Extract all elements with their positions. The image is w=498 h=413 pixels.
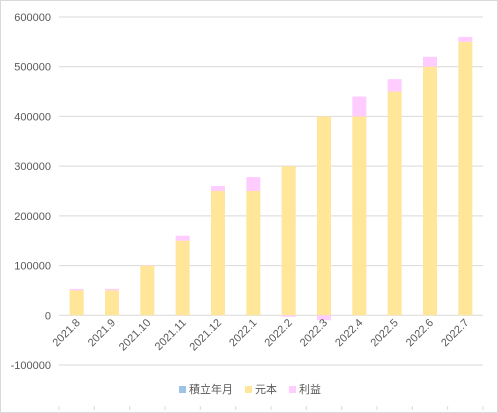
bar-segment xyxy=(423,66,437,316)
bar-segment xyxy=(458,41,473,316)
bar-segment xyxy=(281,315,296,317)
bar-segment xyxy=(105,290,119,316)
legend-swatch xyxy=(289,386,296,393)
legend: 積立年月 元本 利益 xyxy=(179,382,321,396)
legend-label: 元本 xyxy=(255,382,277,396)
gridlines xyxy=(58,16,484,410)
bar-segment xyxy=(105,288,119,291)
y-tick-label: 400000 xyxy=(14,111,51,123)
bar-segment xyxy=(140,265,155,316)
y-tick-label: 600000 xyxy=(14,12,51,24)
x-tick-label: 2021.11 xyxy=(153,317,189,353)
bar-segment xyxy=(458,36,473,42)
bar-segment xyxy=(211,191,225,316)
bar-segment xyxy=(175,235,190,241)
y-tick-label: 200000 xyxy=(14,211,51,223)
bar-segment xyxy=(69,290,84,316)
bar-segment xyxy=(281,166,296,316)
legend-swatch xyxy=(179,386,186,393)
x-tick-label: 2021.12 xyxy=(188,317,225,354)
y-tick-label: 0 xyxy=(45,310,51,322)
bar-segment xyxy=(352,116,367,316)
bars xyxy=(69,36,473,321)
legend-swatch xyxy=(245,386,252,393)
y-tick-label: -100000 xyxy=(11,360,51,372)
y-tick-label: 500000 xyxy=(14,62,51,74)
x-tick-label: 2022.3 xyxy=(298,317,330,349)
x-tick-label: 2022.7 xyxy=(439,317,471,349)
bar-segment xyxy=(352,96,367,117)
bar-segment xyxy=(317,116,331,316)
legend-label: 利益 xyxy=(299,382,321,396)
x-tick-label: 2022.2 xyxy=(263,317,295,349)
bar-segment xyxy=(246,191,261,316)
x-tick-label: 2021.8 xyxy=(51,317,83,349)
y-tick-label: 100000 xyxy=(14,261,51,273)
bar-segment xyxy=(387,79,402,92)
bar-segment xyxy=(387,91,402,316)
bar-segment xyxy=(317,315,331,321)
x-tick-label: 2022.5 xyxy=(369,317,401,349)
x-tick-label: 2022.4 xyxy=(333,317,365,349)
y-tick-label: 300000 xyxy=(14,161,51,173)
bar-segment xyxy=(175,240,190,316)
bar-segment xyxy=(69,288,84,291)
bar-segment xyxy=(423,56,437,67)
y-axis: -100000 0 100000 200000 300000 400000 500000 60… xyxy=(11,12,51,372)
x-tick-label: 2021.9 xyxy=(86,317,118,349)
bar-segment xyxy=(246,177,261,191)
x-tick-label: 2022.1 xyxy=(227,317,259,349)
bar-segment xyxy=(211,186,225,191)
x-tick-label: 2021.10 xyxy=(117,317,154,354)
legend-label: 積立年月 xyxy=(189,382,233,396)
x-tick-label: 2022.6 xyxy=(404,317,436,349)
